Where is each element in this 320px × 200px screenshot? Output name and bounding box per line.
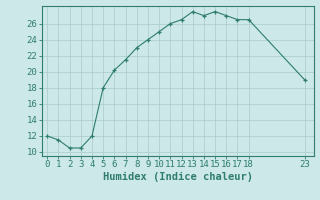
X-axis label: Humidex (Indice chaleur): Humidex (Indice chaleur) xyxy=(103,172,252,182)
